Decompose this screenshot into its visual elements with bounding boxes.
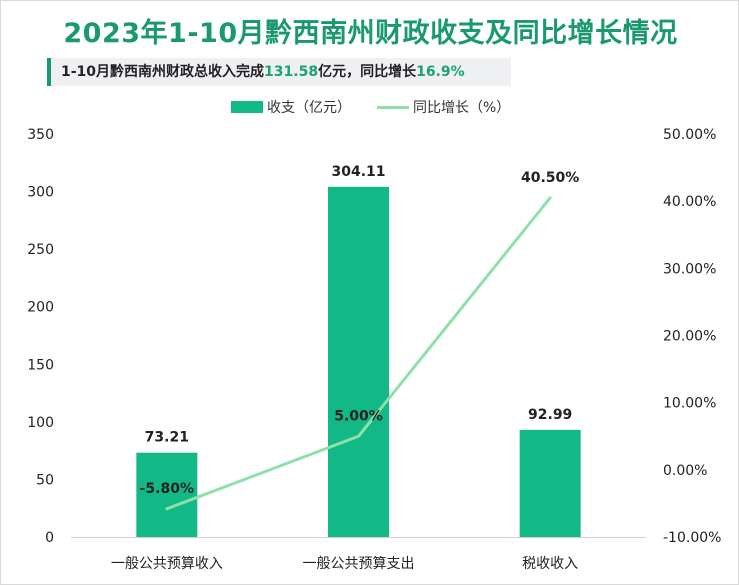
y-left-tick-label: 300 [27,185,54,201]
legend-bar-swatch [231,101,263,113]
growth-line [165,196,552,511]
legend-line-swatch [377,105,409,109]
summary-amount: 131.58 [264,64,319,80]
x-category-label: 一般公共预算支出 [303,556,415,572]
bar [328,186,389,537]
y-right-tick-label: 30.00% [663,261,716,277]
line-value-label: 5.00% [334,408,383,424]
summary-middle: 亿元，同比增长 [318,64,417,80]
bar [136,452,198,537]
chart-title: 2023年1-10月黔西南州财政收支及同比增长情况 [63,18,678,49]
y-left-tick-label: 50 [36,472,54,488]
legend-item-line: 同比增长（%） [377,97,510,119]
x-category-label: 税收收入 [522,556,578,572]
legend: 收支（亿元） 同比增长（%） [1,97,738,119]
legend-bar-label: 收支（亿元） [267,100,351,116]
line-value-label: 40.50% [521,170,579,186]
y-right-tick-label: 0.00% [663,463,707,479]
line-value-label: -5.80% [140,481,194,497]
y-right-tick-label: 20.00% [663,329,716,345]
summary-banner: 1-10月黔西南州财政总收入完成131.58亿元，同比增长16.9% [47,58,511,86]
y-left-tick-label: 200 [27,300,54,316]
x-category-label: 一般公共预算收入 [111,556,223,572]
y-left-tick-label: 350 [27,127,54,143]
y-left-tick-label: 0 [45,530,54,546]
bar-value-label: 73.21 [145,430,189,446]
y-left-tick-label: 150 [27,357,54,373]
y-left-tick-label: 250 [27,242,54,258]
bar-value-label: 304.11 [331,164,385,180]
y-left-tick-label: 100 [27,415,54,431]
summary-growth: 16.9% [416,64,465,80]
y-right-tick-label: -10.00% [663,530,721,546]
legend-line-label: 同比增长（%） [413,100,511,116]
summary-prefix: 1-10月黔西南州财政总收入完成 [61,64,265,80]
y-right-tick-label: 10.00% [663,396,716,412]
y-right-tick-label: 40.00% [663,194,716,210]
legend-item-bar: 收支（亿元） [231,97,351,119]
bar-value-label: 92.99 [528,407,572,423]
bar [519,429,581,537]
y-right-tick-label: 50.00% [663,127,716,143]
